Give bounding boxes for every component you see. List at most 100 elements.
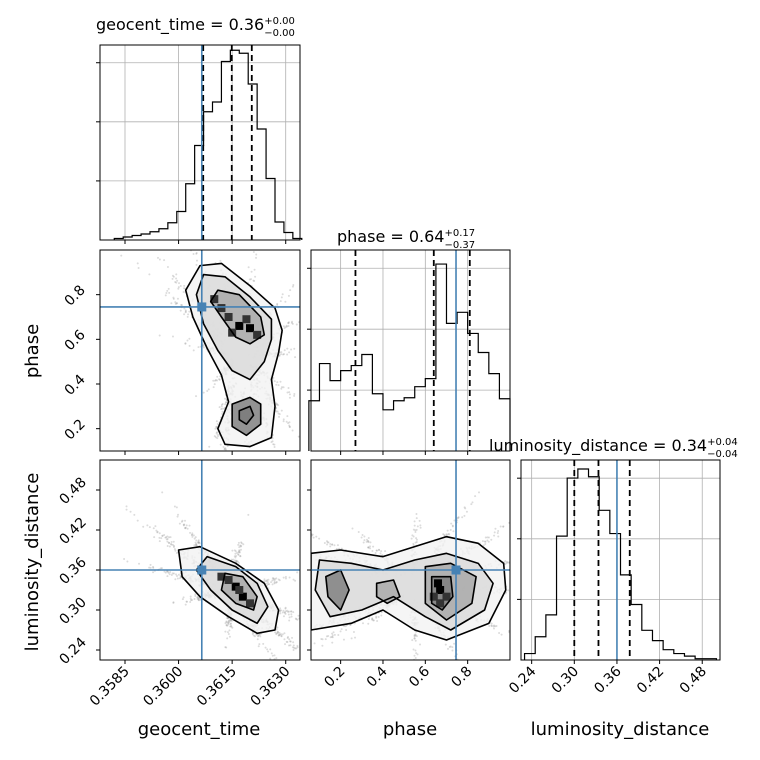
sample-point xyxy=(291,285,294,288)
sample-point xyxy=(447,532,450,535)
sample-point xyxy=(164,294,167,297)
contour-line xyxy=(184,262,283,448)
sample-point xyxy=(148,566,151,569)
sample-point xyxy=(220,403,223,406)
ylabel-phase: phase xyxy=(22,324,43,378)
sample-point xyxy=(178,522,181,525)
sample-point xyxy=(451,524,454,527)
sample-point xyxy=(259,635,262,638)
sample-point xyxy=(256,241,258,243)
sample-point xyxy=(483,540,486,543)
sample-point xyxy=(279,380,282,383)
panel-frame xyxy=(310,249,511,452)
sample-point xyxy=(287,387,290,390)
sample-point xyxy=(284,467,286,469)
sample-point xyxy=(286,609,289,612)
sample-point xyxy=(367,546,370,549)
sample-point xyxy=(282,609,285,612)
sample-point xyxy=(171,335,174,338)
y-tick-label-luminosity-distance: 0.30 xyxy=(56,594,89,627)
sample-point xyxy=(481,540,484,543)
sample-point xyxy=(280,633,283,636)
sample-point xyxy=(505,561,508,564)
sample-point xyxy=(239,555,242,558)
sample-point xyxy=(166,540,169,543)
sample-point xyxy=(177,573,180,576)
sample-point xyxy=(278,353,281,356)
sample-point xyxy=(287,321,290,324)
sample-point xyxy=(172,601,175,604)
sample-point xyxy=(171,543,174,546)
sample-point xyxy=(266,544,268,546)
sample-point xyxy=(551,551,553,553)
sample-point xyxy=(342,638,345,641)
sample-point xyxy=(516,517,518,519)
sample-point xyxy=(486,536,489,539)
sample-point xyxy=(237,561,240,564)
sample-point xyxy=(535,589,537,591)
sample-point xyxy=(490,622,493,625)
sample-point xyxy=(213,383,216,386)
sample-point xyxy=(450,522,453,525)
sample-point xyxy=(535,555,537,557)
sample-point xyxy=(214,427,217,430)
sample-point xyxy=(191,535,194,538)
x-tick-label-luminosity_distance: 0.48 xyxy=(677,664,710,697)
sample-point xyxy=(182,230,184,232)
x-tick-label-phase: 0.6 xyxy=(406,663,433,690)
sample-point xyxy=(168,542,171,545)
histogram-luminosity_distance xyxy=(523,468,718,660)
sample-point xyxy=(288,396,291,399)
sample-point xyxy=(158,540,161,543)
sample-point xyxy=(306,314,308,316)
sample-point xyxy=(235,560,238,563)
sample-point xyxy=(304,621,306,623)
sample-point xyxy=(208,197,210,199)
sample-point xyxy=(551,589,553,591)
contour-line xyxy=(375,579,401,605)
title-luminosity-distance-prefix: luminosity_distance = 0.34 xyxy=(489,436,707,456)
sample-point xyxy=(523,589,525,591)
sample-point xyxy=(288,644,291,647)
sample-point xyxy=(175,506,178,509)
sample-point xyxy=(214,378,217,381)
sample-point xyxy=(161,534,164,537)
sample-point xyxy=(375,616,378,619)
sample-point xyxy=(188,310,191,313)
sample-point xyxy=(155,529,158,532)
sample-point xyxy=(414,639,417,642)
sample-point xyxy=(363,539,366,542)
sample-point xyxy=(226,637,229,640)
sample-point xyxy=(256,534,258,536)
sample-point xyxy=(525,513,527,515)
sample-point xyxy=(199,489,201,491)
sample-point xyxy=(515,560,517,562)
sample-point xyxy=(287,321,290,324)
sample-point xyxy=(276,631,279,634)
sample-point xyxy=(275,628,278,631)
sample-point xyxy=(184,526,187,529)
sample-point xyxy=(195,263,198,266)
sample-point xyxy=(414,531,417,534)
y-tick-label-luminosity-distance: 0.24 xyxy=(56,634,89,667)
sample-point xyxy=(291,322,294,325)
sample-point xyxy=(280,634,283,637)
sample-point xyxy=(194,536,197,539)
xlabel-geocent-time: geocent_time xyxy=(138,719,261,740)
sample-point xyxy=(276,403,279,406)
sample-point xyxy=(282,615,285,618)
sample-point xyxy=(251,532,253,534)
sample-point xyxy=(284,606,287,609)
sample-point xyxy=(283,353,286,356)
sample-point xyxy=(191,681,193,683)
sample-point xyxy=(265,537,267,539)
density-peak xyxy=(434,579,443,588)
sample-point xyxy=(418,519,421,522)
sample-point xyxy=(195,542,198,545)
sample-point xyxy=(285,324,288,327)
sample-point xyxy=(133,513,136,516)
marginal-panel-geocent_time xyxy=(96,44,303,244)
sample-point xyxy=(185,600,188,603)
sample-point xyxy=(129,510,132,513)
sample-point xyxy=(228,619,231,622)
